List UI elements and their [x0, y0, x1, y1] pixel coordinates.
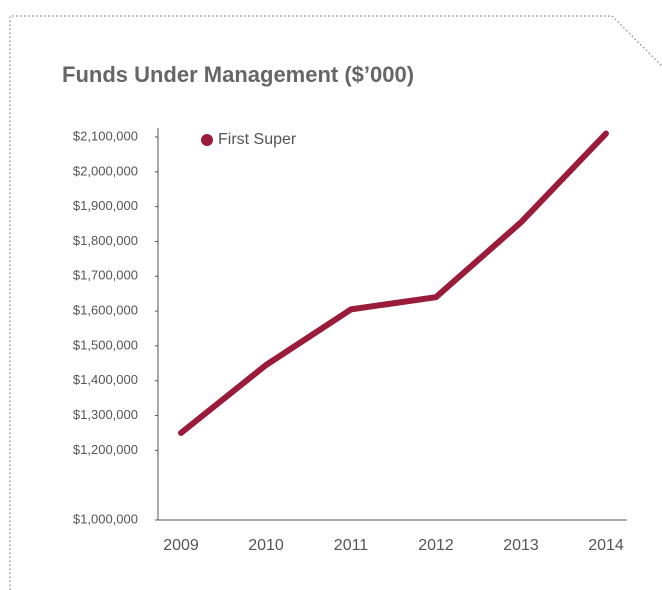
legend-dot [201, 134, 213, 146]
line [178, 130, 609, 436]
y-tick-label: $1,600,000 [73, 303, 138, 318]
y-tick-label: $1,800,000 [73, 233, 138, 248]
y-tick-label: $1,400,000 [73, 372, 138, 387]
y-tick-label: $1,900,000 [73, 198, 138, 213]
y-tick-label: $1,700,000 [73, 268, 138, 283]
y-tick-label: $1,300,000 [73, 407, 138, 422]
y-tick-label: $1,000,000 [73, 511, 138, 526]
x-tick-label: 2010 [248, 537, 284, 554]
x-tick-label: 2012 [418, 537, 454, 554]
y-tick-label: $2,100,000 [73, 128, 138, 143]
x-tick-label: 2011 [334, 537, 369, 554]
y-tick-label: $2,000,000 [73, 163, 138, 178]
x-tick-label: 2009 [163, 537, 199, 554]
x-tick-label: 2014 [588, 537, 624, 554]
y-tick-label: $1,200,000 [73, 442, 138, 457]
chart-title: Funds Under Management ($’000) [62, 62, 414, 87]
x-tick-label: 2013 [503, 537, 539, 554]
legend-label: First Super [218, 131, 297, 148]
y-tick-label: $1,500,000 [73, 337, 138, 352]
